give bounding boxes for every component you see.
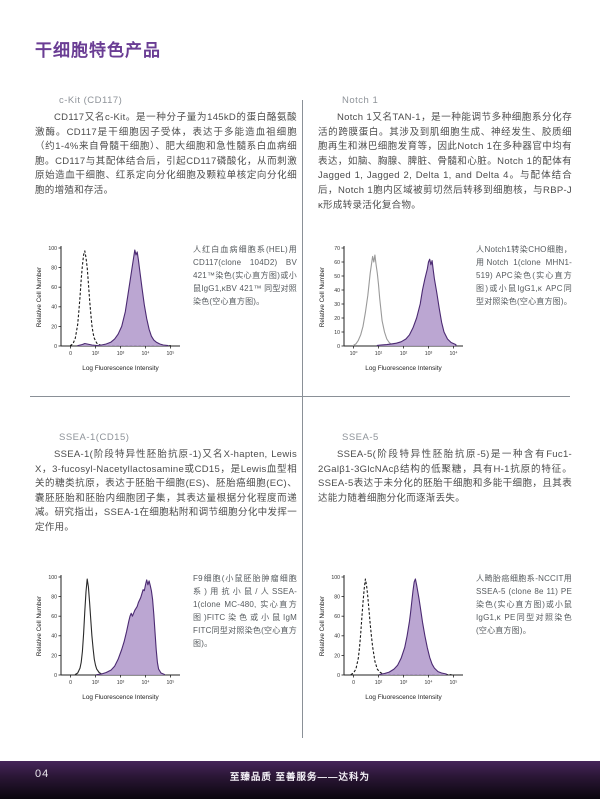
figure-caption: 人畸胎癌细胞系-NCCIT用SSEA-5 (clone 8e 11) PE染色(…: [476, 574, 572, 635]
svg-text:Log Fluorescence Intensity: Log Fluorescence Intensity: [365, 694, 442, 701]
figure-caption: 人Notch1转染CHO细胞，用Notch 1(clone MHN1-519) …: [476, 245, 572, 306]
figure-row: 0 20 40 60 80 100 0 10² 10³ 10⁴ 10⁵ Log Fluorescenc…: [35, 570, 297, 707]
page-number: 04: [35, 768, 50, 780]
page-title: 干细胞特色产品: [35, 41, 161, 60]
section-title: SSEA-1(CD15): [59, 432, 130, 443]
svg-text:10²: 10²: [375, 680, 383, 686]
svg-text:20: 20: [334, 653, 340, 659]
svg-text:50: 50: [334, 274, 340, 280]
svg-text:Relative Cell Number: Relative Cell Number: [319, 266, 326, 327]
section-body: CD117又名c-Kit。是一种分子量为145kD的蛋白酪氨酸激酶。CD117是…: [35, 112, 297, 196]
figure-caption: 人红白血病细胞系(HEL)用CD117(clone 104D2) BV 421™…: [193, 245, 297, 306]
section-title: SSEA-5: [342, 432, 379, 443]
svg-text:10²: 10²: [92, 351, 100, 357]
svg-text:20: 20: [51, 653, 57, 659]
svg-text:10²: 10²: [400, 351, 408, 357]
flow-histogram-ssea5: 0 20 40 60 80 100 0 10² 10³ 10⁴ 10⁵ Log Fluorescenc…: [318, 570, 470, 707]
svg-text:10⁵: 10⁵: [450, 680, 458, 686]
section-ssea5: SSEA-5 SSEA-5(阶段特异性胚胎抗原-5)是一种含有Fuc1-2Gal…: [318, 432, 572, 732]
svg-text:10⁴: 10⁴: [449, 351, 457, 357]
svg-text:10³: 10³: [425, 351, 433, 357]
svg-text:40: 40: [51, 634, 57, 640]
svg-text:10: 10: [334, 330, 340, 336]
svg-text:10³: 10³: [117, 351, 125, 357]
svg-text:10⁴: 10⁴: [141, 680, 149, 686]
svg-text:10⁵: 10⁵: [167, 351, 175, 357]
svg-text:40: 40: [334, 634, 340, 640]
svg-text:40: 40: [51, 305, 57, 311]
horizontal-divider: [30, 396, 570, 397]
figure-caption: F9细胞(小鼠胚胎肿瘤细胞系)用抗小鼠/人SSEA-1(clone MC-480…: [193, 574, 297, 648]
svg-text:10⁴: 10⁴: [141, 351, 149, 357]
svg-text:10¹: 10¹: [375, 351, 383, 357]
figure-row: 0 10 20 30 40 50 60 70 10⁰ 10¹ 10² 10³ 10⁴ Log Fluore…: [318, 241, 572, 378]
section-ckit: c-Kit (CD117) CD117又名c-Kit。是一种分子量为145kD的…: [35, 95, 297, 395]
figure-row: 0 20 40 60 80 100 0 10² 10³ 10⁴ 10⁵ Log Fluorescenc…: [318, 570, 572, 707]
section-body: SSEA-1(阶段特异性胚胎抗原-1)又名X-hapten, Lewis X，3…: [35, 449, 297, 533]
svg-text:10³: 10³: [400, 680, 408, 686]
svg-text:Relative Cell Number: Relative Cell Number: [36, 595, 43, 656]
svg-text:Relative Cell Number: Relative Cell Number: [36, 266, 43, 327]
page-footer: 04 至臻品质 至善服务——达科为: [0, 761, 600, 799]
svg-text:10²: 10²: [92, 680, 100, 686]
svg-text:Log Fluorescence Intensity: Log Fluorescence Intensity: [82, 694, 159, 701]
section-notch1: Notch 1 Notch 1又名TAN-1，是一种能调节多种细胞系分化存活的跨…: [318, 95, 572, 395]
svg-text:10⁰: 10⁰: [350, 351, 358, 357]
svg-text:80: 80: [334, 595, 340, 601]
svg-text:0: 0: [54, 344, 57, 350]
svg-text:0: 0: [69, 680, 72, 686]
svg-text:0: 0: [69, 351, 72, 357]
footer-slogan: 至臻品质 至善服务——达科为: [229, 772, 371, 783]
svg-text:30: 30: [334, 302, 340, 308]
svg-text:60: 60: [334, 614, 340, 620]
svg-text:40: 40: [334, 288, 340, 294]
svg-text:0: 0: [337, 673, 340, 679]
svg-text:100: 100: [48, 575, 57, 581]
svg-text:20: 20: [51, 324, 57, 330]
svg-text:Log Fluorescence Intensity: Log Fluorescence Intensity: [82, 365, 159, 372]
svg-text:0: 0: [352, 680, 355, 686]
flow-histogram-notch1: 0 10 20 30 40 50 60 70 10⁰ 10¹ 10² 10³ 10⁴ Log Fluore…: [318, 241, 470, 378]
svg-text:60: 60: [51, 285, 57, 291]
svg-text:0: 0: [54, 673, 57, 679]
svg-text:10³: 10³: [117, 680, 125, 686]
svg-text:20: 20: [334, 316, 340, 322]
section-title: c-Kit (CD117): [59, 95, 123, 106]
svg-text:Relative Cell Number: Relative Cell Number: [319, 595, 326, 656]
section-ssea1: SSEA-1(CD15) SSEA-1(阶段特异性胚胎抗原-1)又名X-hapt…: [35, 432, 297, 732]
svg-text:70: 70: [334, 246, 340, 252]
figure-row: 0 20 40 60 80 100 0 10² 10³ 10⁴ 10⁵ Log Fluorescenc…: [35, 241, 297, 378]
flow-histogram-ckit: 0 20 40 60 80 100 0 10² 10³ 10⁴ 10⁵ Log Fluorescenc…: [35, 241, 187, 378]
svg-text:80: 80: [51, 266, 57, 272]
svg-text:0: 0: [337, 344, 340, 350]
svg-text:100: 100: [48, 246, 57, 252]
svg-text:80: 80: [51, 595, 57, 601]
section-title: Notch 1: [342, 95, 379, 106]
svg-text:10⁴: 10⁴: [424, 680, 432, 686]
svg-text:100: 100: [331, 575, 340, 581]
vertical-divider: [302, 100, 303, 738]
svg-text:60: 60: [334, 260, 340, 266]
flow-histogram-ssea1: 0 20 40 60 80 100 0 10² 10³ 10⁴ 10⁵ Log Fluorescenc…: [35, 570, 187, 707]
section-body: SSEA-5(阶段特异性胚胎抗原-5)是一种含有Fuc1-2Galβ1-3Glc…: [318, 449, 572, 504]
svg-text:Log Fluorescence Intensity: Log Fluorescence Intensity: [365, 365, 442, 372]
svg-text:60: 60: [51, 614, 57, 620]
svg-text:10⁵: 10⁵: [167, 680, 175, 686]
section-body: Notch 1又名TAN-1，是一种能调节多种细胞系分化存活的跨膜蛋白。其涉及到…: [318, 112, 572, 211]
